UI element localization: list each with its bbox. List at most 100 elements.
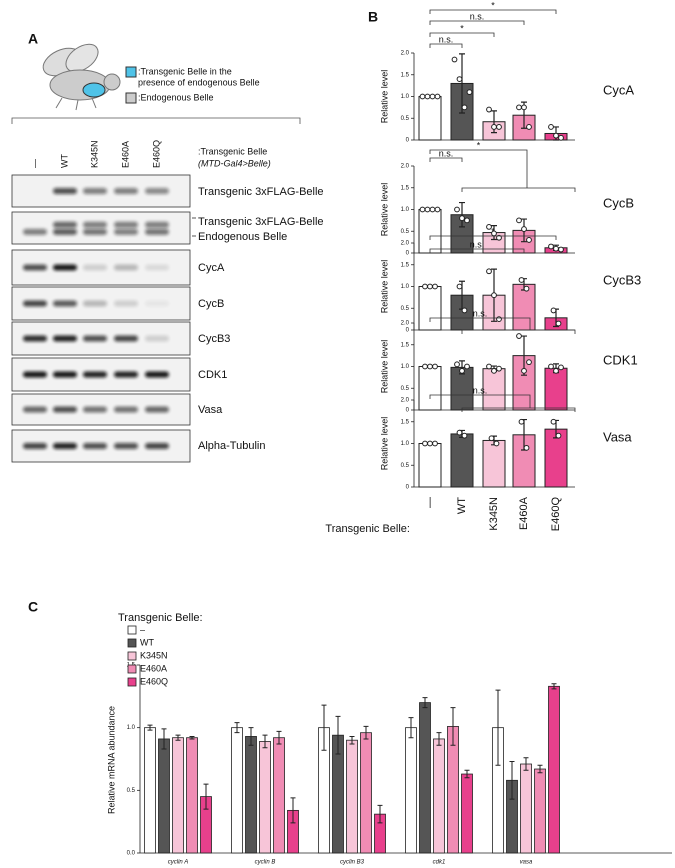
data-point — [432, 283, 438, 290]
bar — [259, 741, 271, 854]
significance-bracket — [429, 248, 525, 253]
data-point — [464, 363, 470, 370]
bar — [512, 283, 536, 331]
significance-label: n.s. — [470, 239, 485, 249]
legend-swatch — [127, 638, 137, 648]
blot-label: Endogenous Belle — [198, 231, 287, 243]
y-tick-label: 0 — [406, 485, 410, 491]
band — [114, 406, 138, 413]
band — [83, 221, 107, 228]
error-bar — [321, 704, 327, 751]
legend-swatch — [125, 92, 137, 104]
data-point — [548, 243, 554, 250]
band — [23, 371, 47, 378]
significance-bracket — [429, 394, 576, 412]
bar — [231, 727, 243, 854]
significance-label: * — [477, 140, 481, 150]
data-point — [553, 245, 559, 252]
data-point — [496, 124, 502, 130]
y-tick-label: 2.0 — [401, 398, 410, 404]
lane-title: :Transgenic Belle — [198, 146, 267, 156]
data-point — [419, 93, 426, 100]
data-point — [548, 363, 554, 370]
bar — [144, 727, 156, 854]
band — [23, 300, 47, 307]
data-point — [461, 307, 468, 314]
band — [83, 335, 107, 342]
significance-label: n.s. — [473, 385, 488, 395]
data-point — [486, 363, 492, 370]
bar — [245, 736, 257, 854]
bar — [172, 737, 184, 854]
data-point — [553, 132, 559, 139]
band — [83, 188, 107, 194]
chart-title: CycB — [603, 195, 634, 210]
x-tick-label: — — [424, 497, 436, 508]
legend-label: K345N — [140, 650, 168, 660]
error-bar — [290, 797, 296, 824]
y-tick-label: 1.0 — [401, 441, 410, 447]
error-bar — [262, 734, 268, 749]
lane-label: — — [29, 159, 39, 168]
error-bar — [509, 761, 515, 800]
band — [53, 228, 77, 235]
error-bar — [436, 732, 442, 746]
legend-text: :Endogenous Belle — [138, 92, 214, 102]
band — [53, 264, 77, 271]
x-tick-label: vasa — [520, 860, 533, 866]
error-bar — [189, 735, 195, 740]
lane-subtitle: (MTD-Gal4>Belle) — [198, 158, 271, 168]
legend-swatch — [127, 625, 137, 635]
data-point — [516, 104, 522, 111]
x-tick-label: E460Q — [550, 497, 562, 532]
data-point — [429, 206, 436, 213]
data-point — [424, 206, 431, 213]
blot-label: Transgenic 3xFLAG-Belle — [198, 216, 324, 228]
error-bar — [234, 722, 240, 734]
data-point — [422, 283, 428, 290]
data-point — [488, 435, 495, 442]
band — [145, 264, 169, 271]
error-bar — [161, 728, 167, 750]
bar — [461, 773, 473, 854]
band — [83, 300, 107, 307]
blot-label: CycB3 — [198, 333, 230, 345]
bar — [158, 738, 170, 854]
band — [23, 228, 47, 235]
y-tick-label: 0 — [406, 251, 410, 257]
data-point — [454, 361, 460, 368]
bar — [346, 739, 358, 854]
band — [83, 443, 107, 449]
y-tick-label: 2.0 — [401, 321, 410, 327]
y-tick-label: 0.5 — [401, 229, 410, 235]
bar — [450, 433, 474, 488]
x-tick-label: cdk1 — [433, 860, 446, 866]
blot — [11, 211, 191, 245]
x-tick-label: E460A — [518, 496, 530, 530]
x-tick-label: cyclin B — [255, 860, 276, 866]
data-point — [464, 217, 470, 224]
band — [145, 228, 169, 235]
error-bar — [349, 735, 355, 745]
band — [114, 443, 138, 449]
error-bar — [459, 53, 465, 114]
data-point — [526, 237, 532, 243]
chart-title: CycB3 — [603, 272, 641, 287]
band — [53, 221, 77, 228]
y-axis-label: Relative level — [379, 260, 389, 314]
band — [145, 221, 169, 228]
band — [53, 406, 77, 413]
x-axis-label: Transgenic Belle: — [325, 523, 410, 535]
band — [83, 228, 107, 235]
data-point — [424, 93, 431, 100]
data-point — [486, 268, 492, 275]
legend-text: presence of endogenous Belle — [138, 77, 260, 87]
data-point — [491, 124, 497, 130]
band — [114, 188, 138, 194]
data-point — [496, 316, 502, 323]
y-tick-label: 2.0 — [401, 164, 410, 170]
band — [83, 406, 107, 413]
band — [145, 406, 169, 413]
error-bar — [248, 727, 254, 746]
